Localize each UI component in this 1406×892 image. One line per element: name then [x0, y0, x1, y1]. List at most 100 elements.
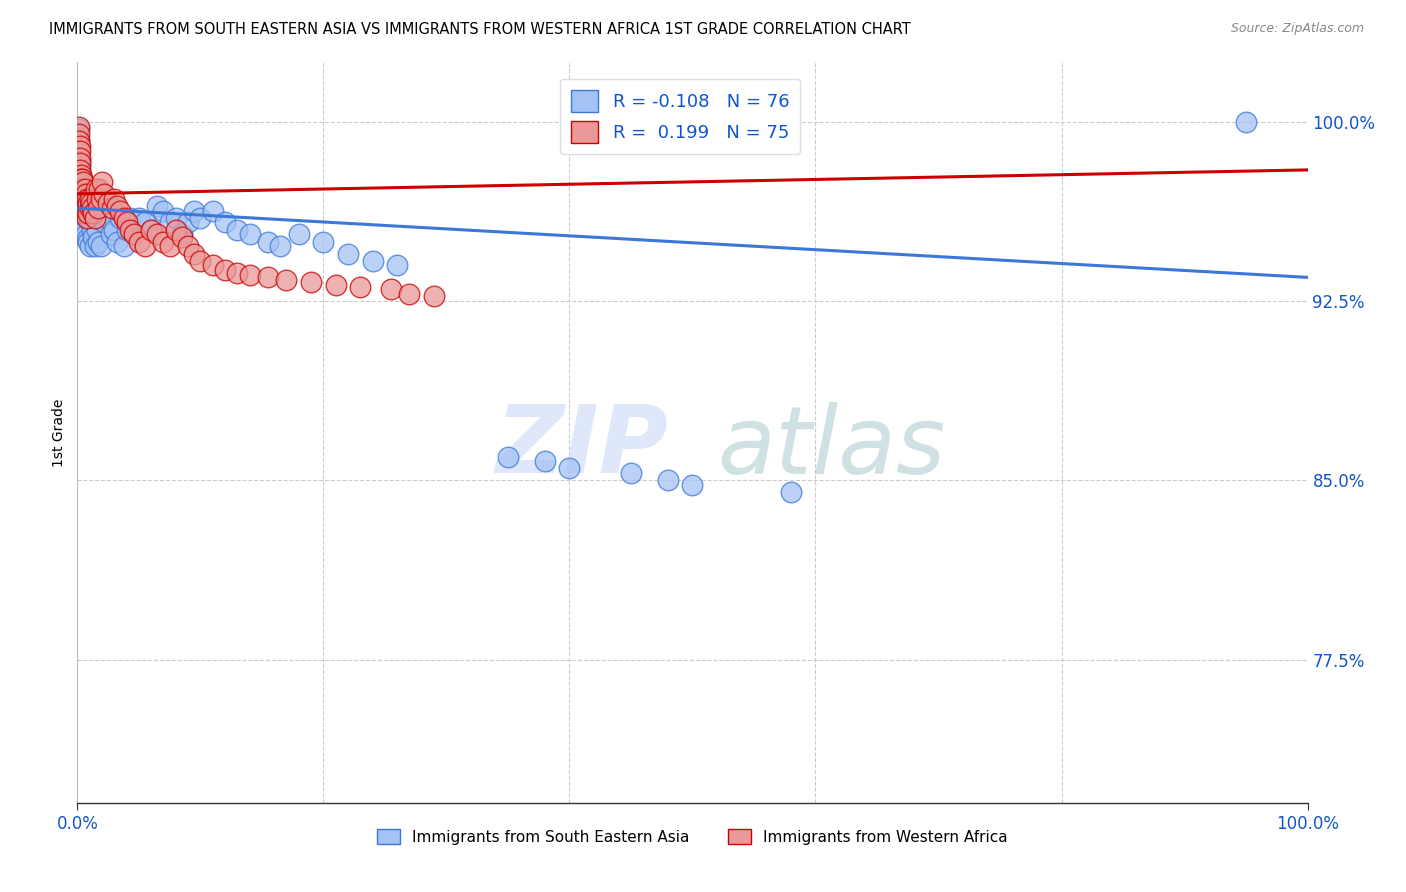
Point: [337, 246, 360, 260]
Point: [73, 192, 96, 206]
Point: [90, 239, 112, 253]
Point: [80, 196, 103, 211]
Point: [101, 201, 124, 215]
Point: [257, 235, 280, 249]
Point: [120, 222, 142, 236]
Point: [325, 277, 347, 292]
Point: [67, 122, 90, 136]
Point: [72, 186, 94, 201]
Point: [70, 196, 93, 211]
Point: [349, 280, 371, 294]
Point: [120, 211, 142, 225]
Point: [73, 201, 96, 215]
Point: [77, 206, 100, 220]
Point: [134, 239, 156, 253]
Point: [70, 168, 93, 182]
Point: [170, 229, 193, 244]
Point: [122, 227, 145, 242]
Point: [70, 206, 93, 220]
Point: [657, 474, 679, 488]
Point: [100, 227, 122, 242]
Point: [70, 179, 93, 194]
Point: [67, 127, 90, 141]
Point: [70, 182, 93, 196]
Point: [93, 186, 115, 201]
Point: [86, 192, 108, 206]
Text: Source: ZipAtlas.com: Source: ZipAtlas.com: [1230, 22, 1364, 36]
Point: [84, 182, 107, 196]
Point: [269, 239, 291, 253]
Point: [79, 215, 101, 229]
Point: [312, 235, 335, 249]
Point: [128, 211, 150, 225]
Point: [226, 222, 249, 236]
Point: [75, 206, 97, 220]
Point: [82, 229, 104, 244]
Point: [69, 175, 91, 189]
Point: [76, 211, 98, 225]
Point: [226, 266, 249, 280]
Point: [122, 227, 145, 242]
Point: [70, 192, 93, 206]
Point: [67, 120, 90, 134]
Point: [103, 192, 125, 206]
Point: [90, 192, 112, 206]
Point: [201, 259, 224, 273]
Point: [620, 467, 643, 481]
Point: [112, 239, 135, 253]
Point: [105, 199, 128, 213]
Legend: Immigrants from South Eastern Asia, Immigrants from Western Africa: Immigrants from South Eastern Asia, Immi…: [371, 822, 1014, 851]
Point: [76, 192, 98, 206]
Point: [87, 235, 110, 249]
Point: [177, 239, 200, 253]
Point: [239, 227, 262, 242]
Point: [77, 235, 100, 249]
Point: [87, 201, 110, 215]
Point: [76, 201, 98, 215]
Point: [77, 211, 100, 225]
Point: [188, 253, 212, 268]
Point: [97, 211, 120, 225]
Point: [112, 211, 135, 225]
Point: [496, 450, 519, 464]
Point: [70, 186, 93, 201]
Point: [128, 235, 150, 249]
Point: [70, 192, 93, 206]
Point: [146, 227, 169, 242]
Point: [90, 199, 114, 213]
Point: [159, 215, 181, 229]
Point: [70, 182, 93, 196]
Point: [84, 211, 107, 225]
Point: [239, 268, 262, 282]
Point: [86, 222, 108, 236]
Point: [69, 162, 91, 177]
Point: [76, 232, 98, 246]
Point: [76, 203, 98, 218]
Point: [70, 172, 93, 186]
Point: [70, 186, 93, 201]
Point: [165, 211, 187, 225]
Point: [110, 203, 132, 218]
Point: [134, 215, 156, 229]
Point: [165, 222, 187, 236]
Point: [72, 211, 94, 225]
Point: [103, 222, 125, 236]
Point: [780, 485, 803, 500]
Point: [69, 151, 91, 165]
Point: [72, 220, 94, 235]
Point: [170, 227, 193, 242]
Point: [82, 201, 104, 215]
Point: [1234, 115, 1257, 129]
Point: [534, 454, 557, 468]
Point: [361, 253, 384, 268]
Point: [83, 211, 105, 225]
Point: [69, 144, 91, 158]
Point: [75, 186, 97, 201]
Point: [183, 203, 205, 218]
Point: [82, 222, 104, 236]
Point: [558, 461, 581, 475]
Point: [398, 287, 420, 301]
Point: [75, 199, 97, 213]
Point: [67, 134, 90, 148]
Point: [299, 275, 322, 289]
